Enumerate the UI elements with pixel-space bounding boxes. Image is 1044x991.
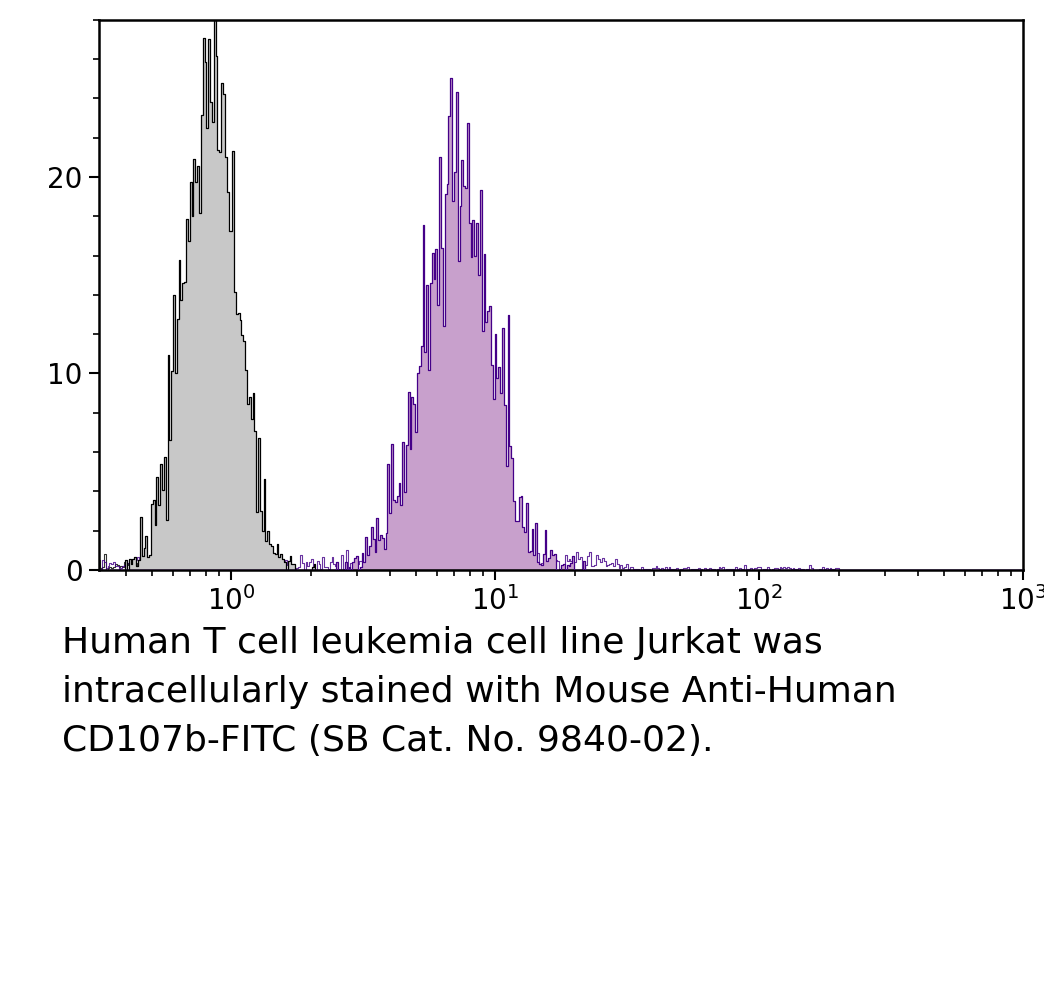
- Text: Human T cell leukemia cell line Jurkat was
intracellularly stained with Mouse An: Human T cell leukemia cell line Jurkat w…: [62, 626, 897, 758]
